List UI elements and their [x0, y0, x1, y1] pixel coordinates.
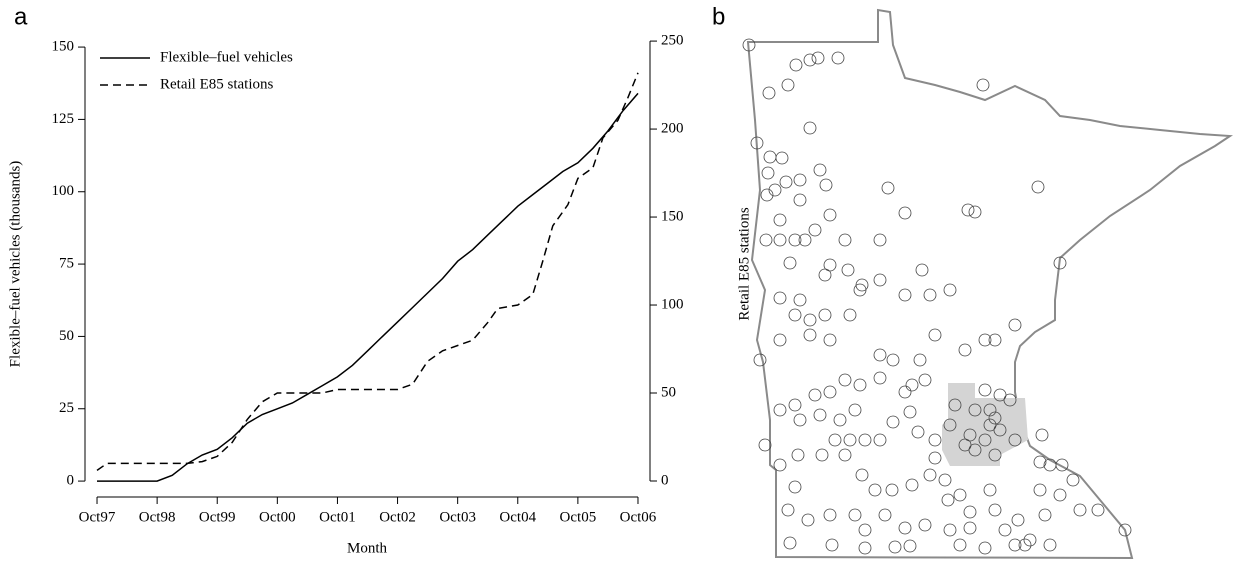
y2-axis-title: Retail E85 stations — [736, 207, 752, 320]
x-tick-label: Oct05 — [560, 509, 597, 525]
y2-tick-label: 200 — [661, 121, 684, 137]
x-axis-title: Month — [347, 540, 388, 556]
panel-label: a — [14, 3, 28, 30]
y2-tick-label: 100 — [661, 296, 684, 312]
x-tick-label: Oct03 — [439, 509, 476, 525]
x-tick-label: Oct99 — [199, 509, 236, 525]
legend-label: Flexible–fuel vehicles — [160, 49, 293, 65]
y2-tick-label: 50 — [661, 384, 676, 400]
x-tick-label: Oct02 — [379, 509, 416, 525]
y-tick-label: 50 — [59, 328, 74, 344]
x-tick-label: Oct04 — [499, 509, 536, 525]
x-tick-label: Oct98 — [139, 509, 176, 525]
state-outline — [746, 8, 1234, 560]
legend-label: Retail E85 stations — [160, 76, 273, 92]
panel-label: b — [712, 3, 725, 30]
x-tick-label: Oct00 — [259, 509, 296, 525]
y-tick-label: 150 — [52, 39, 75, 55]
x-tick-label: Oct97 — [79, 509, 116, 525]
series-line — [96, 72, 639, 472]
y-tick-label: 100 — [52, 183, 75, 199]
x-tick-label: Oct01 — [319, 509, 356, 525]
y-tick-label: 125 — [52, 111, 75, 127]
y2-tick-label: 250 — [661, 33, 684, 49]
y-tick-label: 75 — [59, 256, 74, 272]
station-markers — [742, 38, 1132, 555]
x-tick-label: Oct06 — [620, 509, 657, 525]
y-tick-label: 0 — [67, 473, 75, 489]
metro-area — [942, 383, 1028, 466]
series-line — [97, 92, 639, 482]
y2-tick-label: 0 — [661, 472, 669, 488]
map — [742, 8, 1234, 560]
y-tick-label: 25 — [59, 400, 74, 416]
y-axis-title: Flexible–fuel vehicles (thousands) — [7, 161, 23, 368]
y2-tick-label: 150 — [661, 208, 684, 224]
